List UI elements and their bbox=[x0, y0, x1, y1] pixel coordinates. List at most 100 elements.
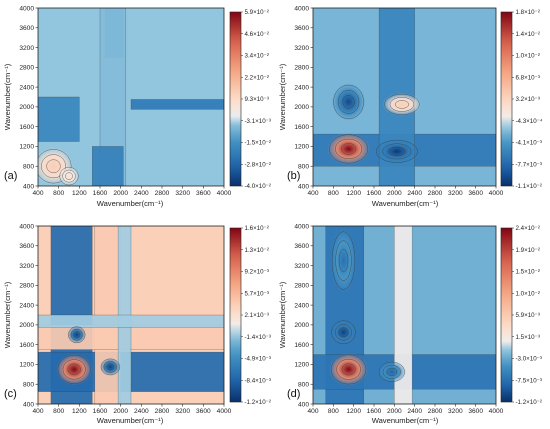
x-tick-label: 800 bbox=[53, 408, 64, 415]
y-tick-label: 800 bbox=[298, 382, 309, 389]
contour-line bbox=[337, 90, 360, 114]
colorbar bbox=[229, 227, 242, 403]
y-axis-label: Wavenumber(cm⁻¹) bbox=[3, 281, 12, 348]
y-tick-label: 3200 bbox=[19, 45, 34, 52]
contour-line bbox=[389, 97, 415, 112]
colorbar-tick-label: -4.1×10⁻³ bbox=[516, 140, 542, 147]
contour-line bbox=[335, 324, 352, 341]
heatmap-area bbox=[313, 8, 496, 186]
x-tick-label: 1200 bbox=[346, 190, 361, 197]
colorbar-tick-label: 5.9×10⁻³ bbox=[516, 312, 540, 319]
colorbar bbox=[229, 11, 242, 187]
panel-label: (a) bbox=[4, 170, 17, 182]
contour-line bbox=[57, 354, 91, 384]
colorbar-tick-label: 2.2×10⁻² bbox=[245, 74, 269, 81]
x-tick-label: 2800 bbox=[428, 408, 443, 415]
x-tick-label: 2800 bbox=[155, 408, 170, 415]
y-axis-label: Wavenumber(cm⁻¹) bbox=[278, 281, 287, 348]
heatmap-band bbox=[38, 314, 224, 328]
y-tick-label: 3600 bbox=[19, 243, 34, 250]
contour-line bbox=[70, 329, 83, 341]
colorbar-tick-label: 5.9×10⁻² bbox=[245, 9, 269, 16]
y-tick-label: 800 bbox=[23, 164, 34, 171]
colorbar-tick-label: -4.3×10⁻⁴ bbox=[516, 118, 543, 125]
y-tick-label: 400 bbox=[298, 401, 309, 408]
heatmap-peak bbox=[331, 83, 366, 121]
y-tick-label: 400 bbox=[298, 183, 309, 190]
plot-frame bbox=[37, 225, 225, 405]
x-tick-label: 400 bbox=[32, 408, 43, 415]
colorbar-tick-label: -3.1×10⁻³ bbox=[245, 118, 271, 125]
colorbar bbox=[500, 11, 513, 187]
y-tick-label: 2800 bbox=[19, 65, 34, 72]
x-tick-label: 3200 bbox=[175, 408, 190, 415]
heatmap-peak bbox=[327, 133, 370, 165]
colorbar-tick-label: -1.5×10⁻² bbox=[245, 140, 271, 147]
heatmap-peak bbox=[330, 228, 357, 293]
contour-line bbox=[103, 361, 117, 373]
x-tick-label: 3600 bbox=[196, 190, 211, 197]
y-tick-label: 400 bbox=[23, 183, 34, 190]
y-tick-label: 2400 bbox=[19, 302, 34, 309]
x-tick-label: 2000 bbox=[387, 408, 402, 415]
colorbar-tick-label: 6.8×10⁻³ bbox=[516, 74, 540, 81]
colorbar-tick-label: -3.0×10⁻³ bbox=[516, 356, 542, 363]
panel-4: 400 800 1200 1600 2000 2400 2800 3200 3600 4000 40… bbox=[278, 223, 542, 425]
y-tick-label: 4000 bbox=[294, 5, 309, 12]
y-tick-label: 2800 bbox=[19, 283, 34, 290]
contour-line bbox=[378, 361, 405, 382]
colorbar-tick-label: 1.6×10⁻² bbox=[245, 225, 269, 232]
x-tick-label: 800 bbox=[328, 408, 339, 415]
y-tick-label: 3200 bbox=[19, 263, 34, 270]
contour-line bbox=[330, 354, 367, 385]
contour-line bbox=[382, 143, 412, 160]
y-tick-label: 1600 bbox=[294, 124, 309, 131]
y-tick-label: 800 bbox=[298, 164, 309, 171]
y-tick-label: 3600 bbox=[294, 243, 309, 250]
x-axis-label: Wavenumber(cm⁻¹) bbox=[372, 199, 439, 208]
contour-line bbox=[46, 159, 61, 174]
y-tick-label: 1200 bbox=[294, 362, 309, 369]
contour-line bbox=[59, 166, 79, 186]
colorbar-tick-label: 3.2×10⁻³ bbox=[516, 96, 540, 103]
plot-frame bbox=[312, 7, 497, 187]
y-tick-label: 2000 bbox=[19, 322, 34, 329]
colorbar bbox=[500, 227, 513, 403]
heatmap-band bbox=[130, 99, 224, 110]
contour-line bbox=[336, 359, 361, 380]
x-axis-label: Wavenumber(cm⁻¹) bbox=[97, 416, 164, 425]
contour-line bbox=[106, 363, 115, 371]
contour-line bbox=[384, 93, 420, 115]
contour-line bbox=[340, 143, 357, 155]
colorbar-tick-label: 1.9×10⁻² bbox=[516, 247, 540, 254]
panel-label: (c) bbox=[4, 388, 17, 400]
x-axis-label: Wavenumber(cm⁻¹) bbox=[372, 416, 439, 425]
x-tick-label: 1200 bbox=[346, 408, 361, 415]
panel-2: 400 800 1200 1600 2000 2400 2800 3200 3600 4000 40… bbox=[278, 5, 543, 208]
y-tick-label: 2000 bbox=[294, 322, 309, 329]
contour-line bbox=[376, 140, 418, 163]
colorbar-tick-label: -1.2×10⁻² bbox=[516, 399, 542, 406]
colorbar-tick-label: 1.4×10⁻² bbox=[516, 31, 540, 38]
y-tick-label: 1600 bbox=[19, 342, 34, 349]
x-tick-label: 1600 bbox=[93, 408, 108, 415]
heatmap-peak bbox=[382, 93, 422, 116]
plot-frame bbox=[312, 225, 497, 405]
colorbar-tick-label: -4.9×10⁻³ bbox=[245, 356, 271, 363]
contour-line bbox=[338, 327, 349, 338]
contour-line bbox=[62, 359, 86, 380]
heatmap-band bbox=[38, 96, 80, 142]
contour-line bbox=[335, 138, 363, 159]
colorbar-tick-label: 4.6×10⁻² bbox=[245, 31, 269, 38]
y-tick-label: 2000 bbox=[19, 104, 34, 111]
contour-line bbox=[331, 320, 356, 345]
contour-line bbox=[388, 146, 406, 156]
y-tick-label: 2000 bbox=[294, 104, 309, 111]
x-tick-label: 2800 bbox=[155, 190, 170, 197]
x-tick-label: 3600 bbox=[468, 408, 483, 415]
contour-line bbox=[342, 95, 355, 109]
y-tick-label: 1200 bbox=[19, 144, 34, 151]
y-axis-label: Wavenumber(cm⁻¹) bbox=[278, 63, 287, 130]
y-tick-label: 2400 bbox=[294, 302, 309, 309]
